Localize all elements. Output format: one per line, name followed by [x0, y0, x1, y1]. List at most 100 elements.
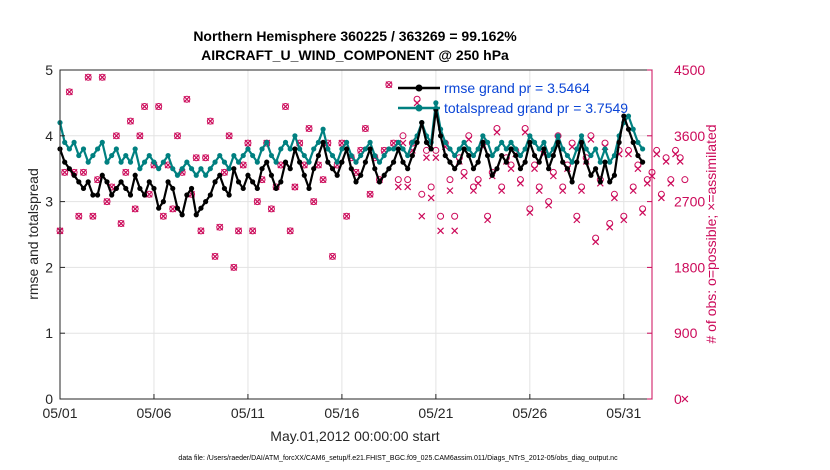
- spread-point: [409, 139, 415, 145]
- rmse-point: [461, 146, 467, 152]
- rmse-point: [282, 159, 289, 165]
- obs-assimilated-marker: [427, 194, 435, 202]
- obs-possible-marker: [319, 176, 327, 184]
- rmse-point: [475, 159, 481, 165]
- obs-assimilated-marker: [423, 154, 430, 162]
- obs-assimilated-marker: [484, 216, 491, 224]
- spread-point: [522, 146, 528, 152]
- rmse-point: [499, 152, 505, 159]
- obs-assimilated-marker: [206, 117, 214, 125]
- x-tick-label: 05/01: [42, 405, 77, 421]
- obs-assimilated-marker: [662, 157, 670, 165]
- spread-point: [344, 139, 350, 145]
- obs-assimilated-marker: [404, 183, 412, 191]
- spread-point: [156, 166, 162, 172]
- rmse-point: [221, 185, 228, 192]
- spread-point: [198, 166, 204, 172]
- obs-possible-marker: [230, 263, 238, 271]
- obs-assimilated-marker: [460, 172, 468, 180]
- obs-possible-marker: [84, 73, 92, 81]
- legend-rmse-label: rmse grand pr = 3.5464: [444, 80, 590, 96]
- obs-assimilated-marker: [573, 216, 581, 224]
- obs-assimilated-marker: [61, 168, 69, 176]
- rmse-point: [344, 146, 350, 152]
- rmse-point: [250, 179, 256, 185]
- spread-point: [325, 146, 331, 152]
- rmse-point: [146, 179, 152, 185]
- obs-assimilated-marker: [230, 263, 238, 271]
- obs-assimilated-marker: [610, 194, 618, 202]
- obs-possible-marker: [65, 88, 73, 96]
- obs-assimilated-marker: [437, 227, 444, 235]
- rmse-point: [616, 139, 622, 145]
- spread-point: [630, 126, 636, 132]
- spread-point: [250, 152, 256, 159]
- rmse-point: [409, 152, 415, 159]
- rmse-point: [80, 185, 87, 192]
- rmse-point: [179, 212, 185, 218]
- obs-assimilated-marker: [681, 395, 689, 403]
- x-axis-ticks: 05/01 05/06 05/11 05/16 05/21 05/26 05/31: [42, 394, 642, 421]
- rmse-point: [536, 159, 542, 165]
- obs-possible-marker: [249, 227, 257, 235]
- obs-possible-marker: [244, 139, 252, 147]
- obs-possible-marker: [159, 212, 167, 220]
- spread-point: [390, 146, 397, 152]
- obs-assimilated-marker: [268, 205, 275, 213]
- obs-possible-marker: [79, 168, 87, 176]
- spread-point: [188, 166, 195, 172]
- spread-point: [635, 139, 641, 145]
- spread-point: [452, 152, 458, 159]
- obs-assimilated-marker: [94, 176, 102, 184]
- obs-assimilated-marker: [117, 220, 125, 227]
- rmse-point: [611, 172, 618, 178]
- rmse-point: [362, 159, 368, 165]
- obs-assimilated-marker: [526, 209, 534, 216]
- spread-point: [184, 159, 190, 165]
- rmse-point: [193, 212, 199, 218]
- obs-possible-marker: [343, 212, 351, 220]
- spread-point: [372, 152, 378, 159]
- rmse-point: [71, 172, 77, 178]
- obs-assimilated-marker: [84, 73, 92, 81]
- obs-assimilated-marker: [89, 212, 97, 220]
- rmse-point: [550, 152, 556, 159]
- rmse-point: [94, 192, 101, 198]
- obs-assimilated-marker: [517, 179, 524, 187]
- spread-point: [405, 152, 411, 159]
- rmse-point: [264, 159, 270, 165]
- spread-point: [583, 146, 589, 152]
- rmse-point: [597, 179, 603, 185]
- spread-point: [339, 146, 345, 152]
- obs-possible-marker: [126, 117, 134, 125]
- spread-point: [640, 146, 646, 152]
- rmse-point: [62, 159, 68, 165]
- obs-possible-marker: [437, 212, 445, 220]
- rmse-point: [367, 146, 373, 152]
- rmse-point: [578, 139, 585, 145]
- rmse-point: [287, 166, 293, 172]
- obs-assimilated-marker: [305, 125, 313, 132]
- rmse-point: [353, 179, 359, 185]
- rmse-point: [602, 159, 608, 165]
- obs-assimilated-marker: [446, 187, 454, 195]
- x-tick-label: 05/11: [231, 405, 265, 421]
- obs-possible-marker: [286, 227, 294, 235]
- obs-assimilated-marker: [451, 227, 459, 235]
- obs-assimilated-marker: [643, 179, 651, 187]
- spread-point: [264, 139, 270, 145]
- rmse-point: [593, 166, 599, 172]
- metric-series: [57, 100, 646, 218]
- rmse-point: [254, 185, 260, 192]
- obs-possible-marker: [216, 223, 224, 231]
- rmse-point: [217, 172, 223, 178]
- obs-assimilated-marker: [470, 187, 477, 195]
- obs-assimilated-marker: [112, 132, 120, 140]
- chart-legend: rmse grand pr = 3.5464 totalspread grand…: [398, 80, 628, 116]
- rmse-point: [583, 159, 589, 165]
- legend-spread-label: totalspread grand pr = 3.7549: [444, 100, 628, 116]
- rmse-point: [301, 172, 307, 178]
- rmse-point: [231, 166, 237, 172]
- obs-assimilated-marker: [141, 103, 148, 110]
